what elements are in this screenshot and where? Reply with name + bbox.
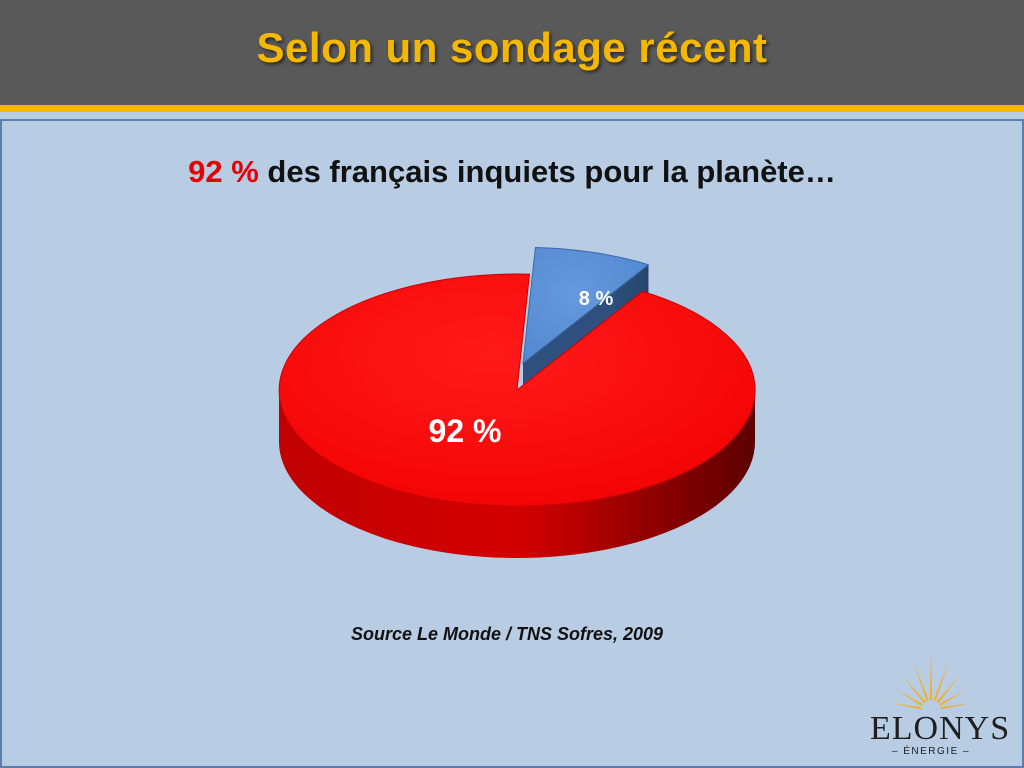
subtitle-highlight: 92 % <box>188 154 259 189</box>
logo-ray <box>933 661 949 702</box>
pie-slice-minor <box>522 246 650 365</box>
logo-ray <box>940 703 971 710</box>
logo-ray <box>936 674 961 704</box>
pie-slice-main <box>278 273 756 507</box>
logo-ray <box>929 652 933 701</box>
slide-subtitle: 92 % des français inquiets pour la planè… <box>0 154 1024 190</box>
logo-ray <box>896 690 924 707</box>
pie-label-main: 92 % <box>429 413 502 449</box>
logo-ray <box>901 674 926 704</box>
sunburst-icon <box>891 652 971 710</box>
slide-frame <box>0 119 1024 768</box>
logo-ray <box>938 690 966 707</box>
slide-title: Selon un sondage récent <box>256 24 768 71</box>
logo-name: ELONYS <box>870 710 1011 747</box>
logo-ray <box>891 703 922 710</box>
elonys-logo: ELONYS – ÉNERGIE – <box>870 648 1020 764</box>
subtitle-text: des français inquiets pour la planète… <box>258 154 836 189</box>
source-citation: Source Le Monde / TNS Sofres, 2009 <box>350 624 664 644</box>
header-bar: Selon un sondage récent <box>0 0 1024 112</box>
pie-slice-main-side <box>279 390 755 558</box>
logo-ray <box>913 661 929 702</box>
logo-tagline: – ÉNERGIE – <box>891 746 971 757</box>
pie-label-minor: 8 % <box>579 288 614 310</box>
